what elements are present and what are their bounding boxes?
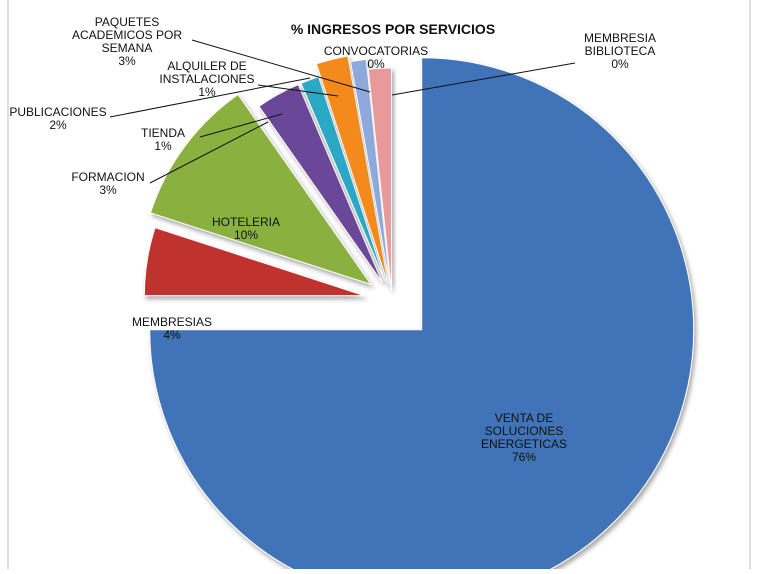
leader-line — [391, 62, 576, 96]
leader-line — [109, 77, 311, 118]
slice-labels: VENTA DE SOLUCIONES ENERGETICAS 76% MEMBRESI… — [9, 15, 656, 464]
pie-slice — [315, 55, 389, 285]
pie-slice — [258, 83, 383, 283]
slice-label: HOTELERIA 10% — [212, 215, 280, 242]
leader-line — [199, 113, 283, 138]
chart-title: % INGRESOS POR SERVICIOS — [291, 21, 495, 37]
leader-line — [149, 121, 269, 184]
slice-label: FORMACION 3% — [71, 170, 144, 197]
leader-line — [257, 84, 339, 97]
pie-slices — [143, 55, 695, 574]
pie-slice — [149, 93, 373, 286]
slice-label: VENTA DE SOLUCIONES ENERGETICAS 76% — [481, 411, 567, 464]
slice-label: PUBLICACIONES 2% — [9, 105, 106, 132]
leader-lines — [109, 39, 576, 184]
pie-slice — [149, 57, 695, 574]
slice-label: PAQUETES ACADEMICOS POR SEMANA 3% — [72, 15, 182, 68]
slice-label: TIENDA 1% — [141, 126, 185, 153]
slice-label: MEMBRESIA BIBLIOTECA 0% — [584, 31, 656, 71]
pie-slice — [367, 67, 392, 291]
slice-label: CONVOCATORIAS 0% — [324, 44, 428, 71]
slice-label: MEMBRESIAS 4% — [132, 315, 212, 342]
pie-slice — [349, 58, 391, 285]
slice-label: ALQUILER DE INSTALACIONES 1% — [159, 59, 254, 99]
leader-line — [191, 39, 371, 93]
pie-slice — [143, 227, 365, 297]
